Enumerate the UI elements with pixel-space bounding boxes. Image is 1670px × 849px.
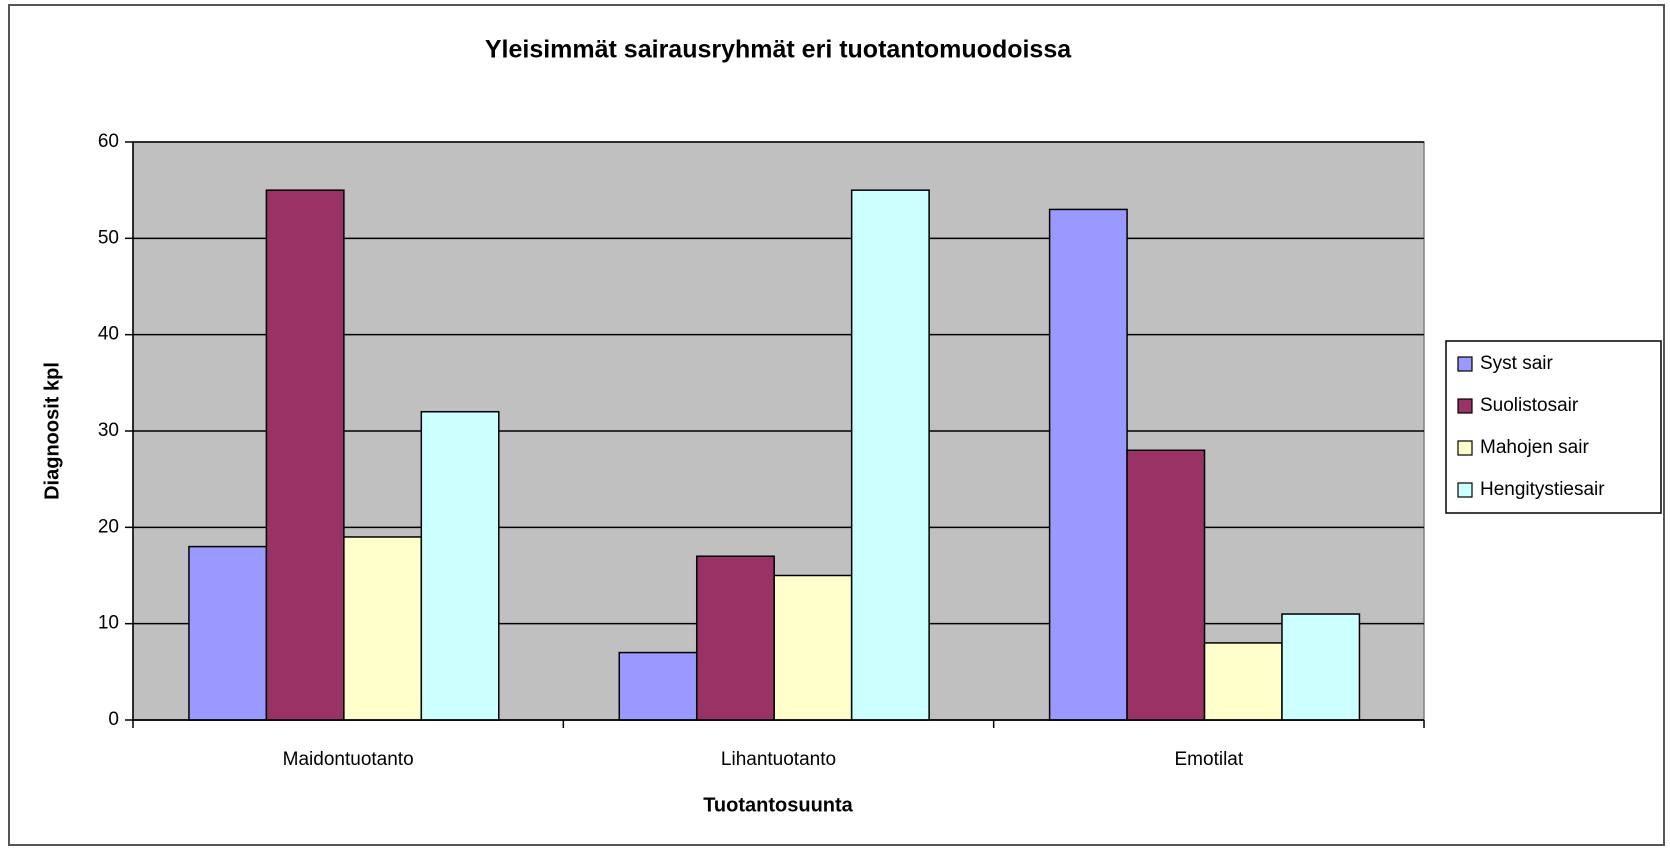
bar <box>1203 642 1283 721</box>
bar <box>1126 449 1206 721</box>
chart-title: Yleisimmät sairausryhmät eri tuotantomuo… <box>485 36 1072 64</box>
bar <box>618 651 698 721</box>
bar <box>343 536 423 721</box>
bar <box>695 555 775 721</box>
legend-swatch <box>1457 398 1473 414</box>
legend <box>1445 340 1662 514</box>
x-tick-label: Emotilat <box>1175 749 1244 770</box>
bar <box>265 189 345 721</box>
legend-label: Suolistosair <box>1480 395 1579 416</box>
bar <box>1048 208 1128 721</box>
x-axis-title: Tuotantosuunta <box>703 794 853 816</box>
bar <box>188 545 268 721</box>
x-tick-label: Maidontuotanto <box>283 749 414 770</box>
y-tick-label: 0 <box>108 709 119 730</box>
y-tick-label: 60 <box>98 131 119 152</box>
legend-swatch <box>1457 440 1473 456</box>
legend-swatch <box>1457 482 1473 498</box>
legend-label: Mahojen sair <box>1480 437 1589 458</box>
y-tick-label: 30 <box>98 420 119 441</box>
y-tick-label: 40 <box>98 324 119 345</box>
y-tick-label: 10 <box>98 613 119 634</box>
bar <box>773 574 853 721</box>
y-tick-label: 50 <box>98 227 119 248</box>
x-tick-label: Lihantuotanto <box>721 749 836 770</box>
legend-label: Hengitystiesair <box>1480 479 1605 500</box>
bar <box>420 410 500 721</box>
bar <box>1281 613 1361 721</box>
legend-swatch <box>1457 356 1473 372</box>
legend-label: Syst sair <box>1480 353 1554 374</box>
y-tick-label: 20 <box>98 516 119 537</box>
y-axis-title: Diagnoosit kpl <box>41 362 63 500</box>
bar <box>850 189 930 721</box>
